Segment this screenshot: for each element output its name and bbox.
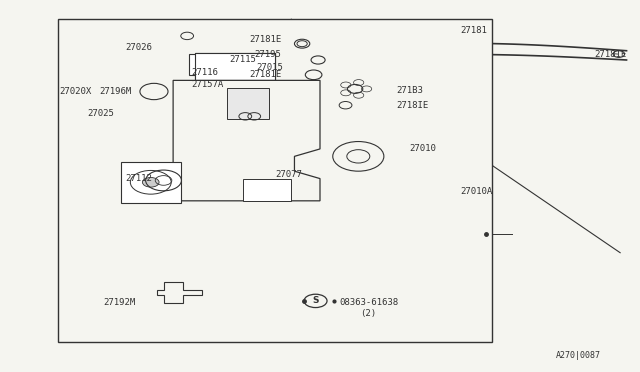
Bar <box>227 88 269 119</box>
Polygon shape <box>195 52 275 80</box>
Bar <box>58 19 492 341</box>
Text: 2718IE: 2718IE <box>397 101 429 110</box>
Text: 27192M: 27192M <box>103 298 135 307</box>
Polygon shape <box>157 282 202 303</box>
Text: 271B3: 271B3 <box>397 86 424 95</box>
Text: 27115: 27115 <box>229 55 256 64</box>
Text: 27116: 27116 <box>191 68 218 77</box>
Text: A270|0087: A270|0087 <box>556 351 602 360</box>
Circle shape <box>143 177 159 187</box>
Text: 27112: 27112 <box>125 174 152 183</box>
Text: 27025: 27025 <box>87 109 114 118</box>
Bar <box>121 162 181 203</box>
Text: 08363-61638: 08363-61638 <box>339 298 398 307</box>
Text: 27195: 27195 <box>255 50 282 59</box>
Text: 27196M: 27196M <box>100 87 132 96</box>
Bar <box>189 54 227 75</box>
Text: 27010A: 27010A <box>461 187 493 196</box>
Text: 27181E: 27181E <box>595 50 627 59</box>
Polygon shape <box>173 80 320 201</box>
Text: 27026: 27026 <box>125 42 152 51</box>
Text: 27077: 27077 <box>275 170 302 179</box>
Text: 27181E: 27181E <box>250 70 282 79</box>
Text: 27181: 27181 <box>461 26 488 35</box>
Text: S: S <box>312 296 319 305</box>
Text: (2): (2) <box>360 310 376 318</box>
Text: 27015: 27015 <box>256 63 283 72</box>
Text: 27181E: 27181E <box>250 35 282 44</box>
Bar <box>243 179 291 201</box>
Bar <box>195 52 275 80</box>
Text: 27157A: 27157A <box>191 80 223 89</box>
Text: 27010: 27010 <box>410 144 436 153</box>
Text: 27020X: 27020X <box>60 87 92 96</box>
